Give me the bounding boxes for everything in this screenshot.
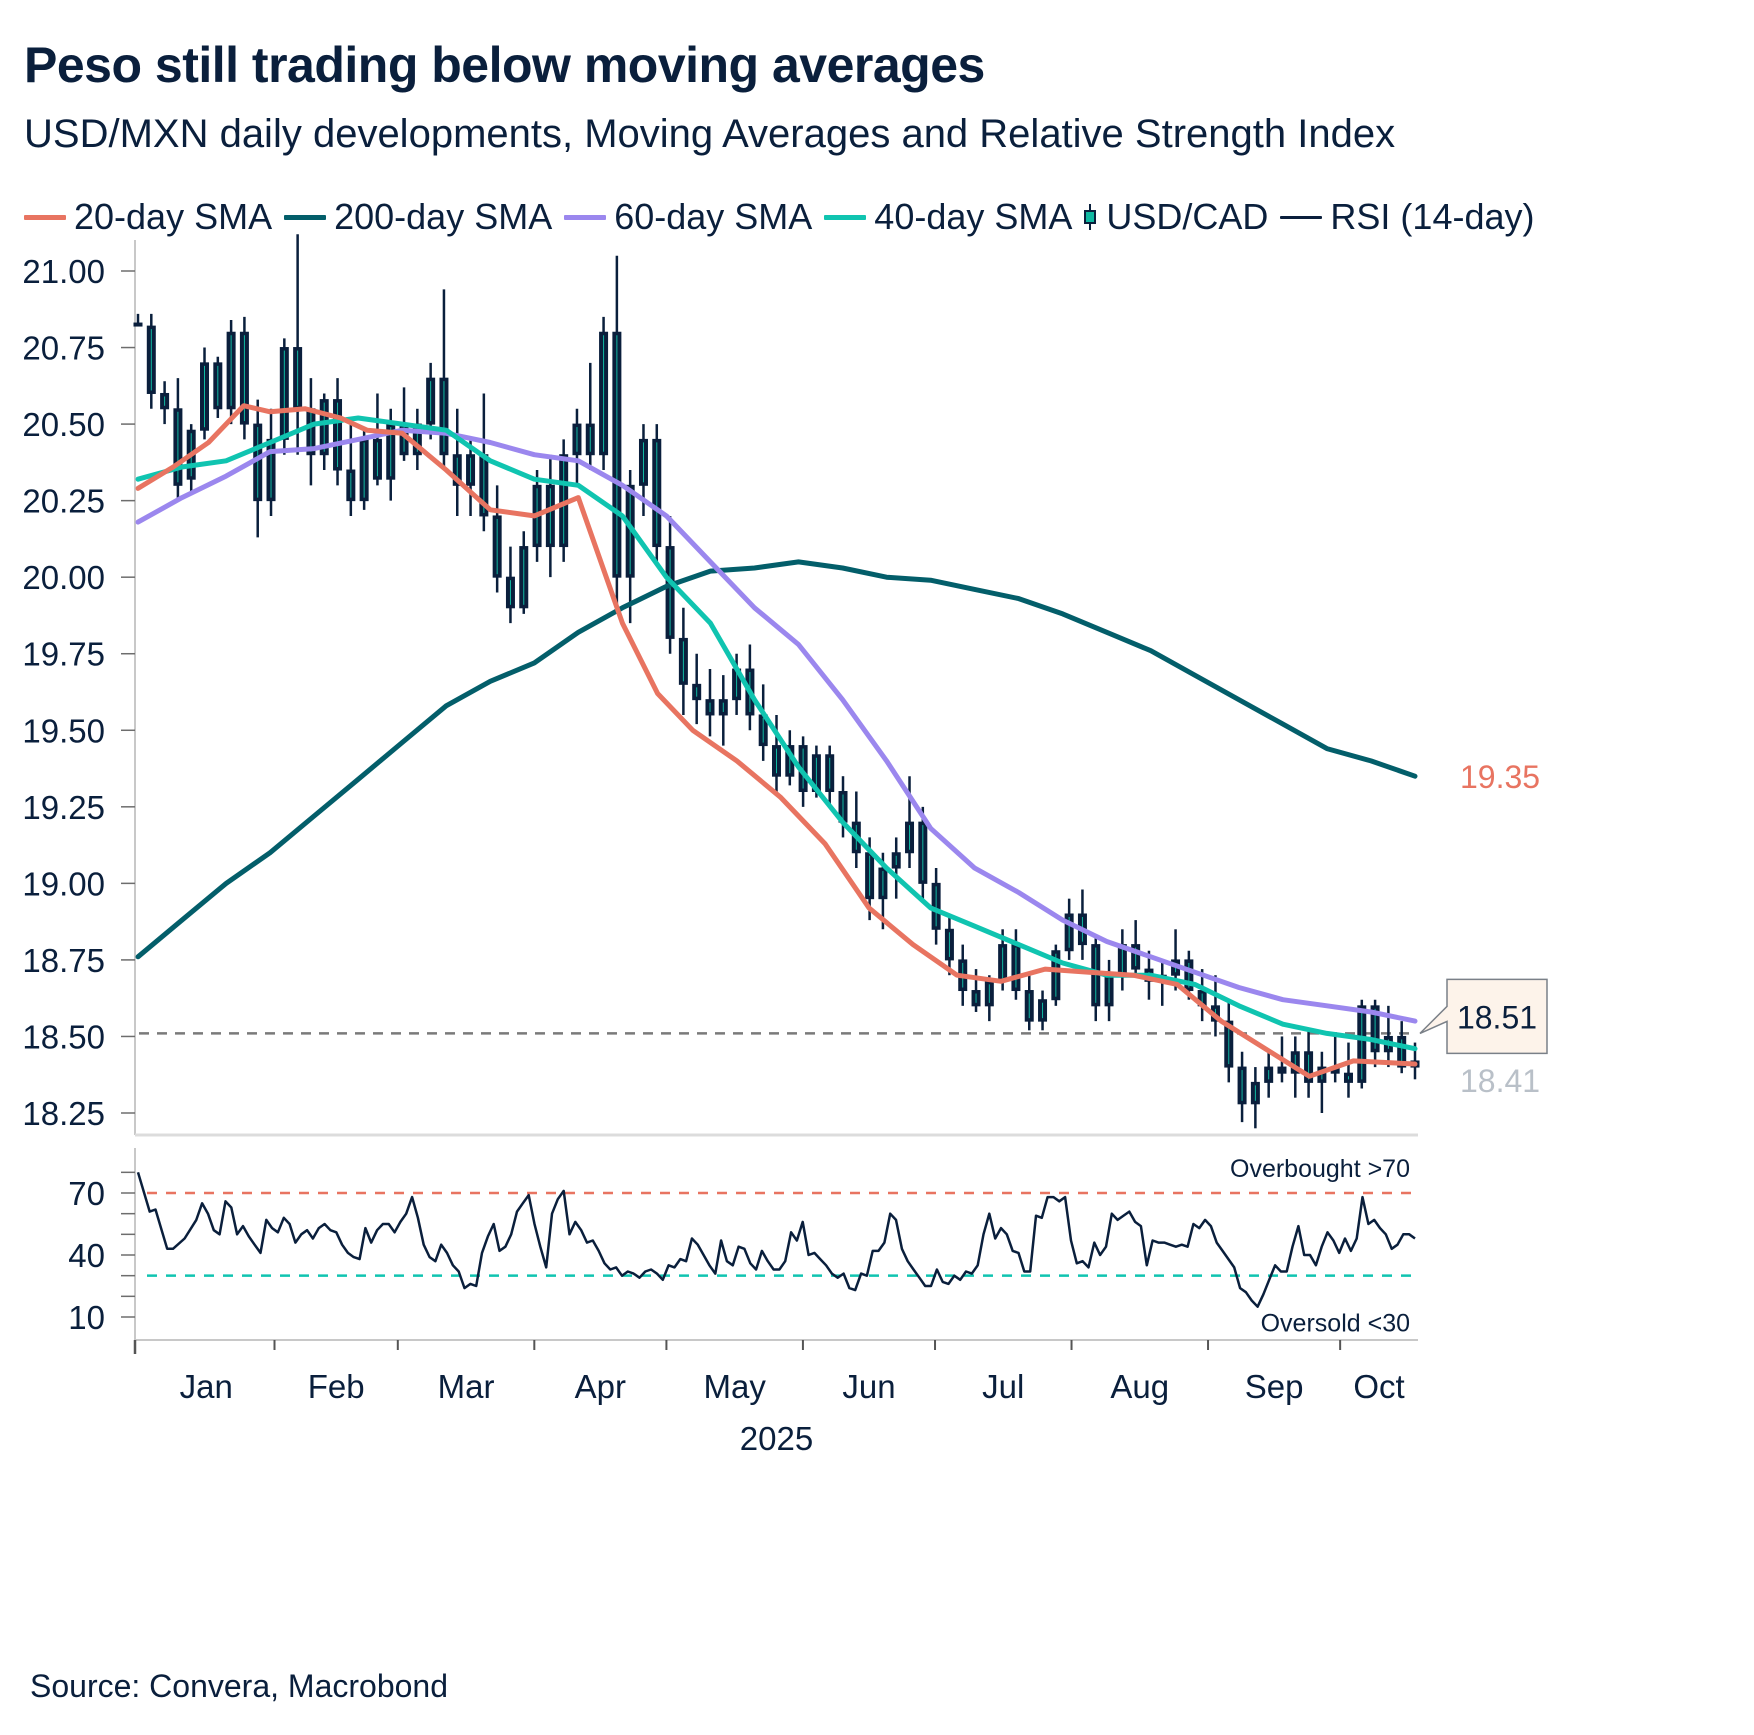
legend-label: 60-day SMA [614, 196, 813, 237]
rsi-y-tick-label: 70 [68, 1175, 105, 1212]
x-tick-label: Jun [842, 1368, 895, 1405]
price-y-tick-label: 18.25 [22, 1095, 105, 1132]
price-panel: 21.00 20.75 20.50 20.25 20.00 19.75 19.50 19.25… [22, 234, 1548, 1137]
rsi-panel: 70 40 10 Overbought >70 Oversold <30 [68, 1148, 1418, 1341]
candlestick-icon [1084, 204, 1097, 230]
rsi-line [136, 1171, 1416, 1308]
x-tick-label: Mar [438, 1368, 495, 1405]
legend-label: USD/CAD [1106, 196, 1269, 237]
price-y-tick-label: 19.50 [22, 712, 105, 749]
legend-swatch-sma20 [24, 214, 66, 220]
price-y-tick-label: 19.75 [22, 636, 105, 673]
legend-swatch-rsi [1280, 215, 1323, 219]
legend-swatch-sma200 [284, 214, 327, 220]
oversold-label: Oversold <30 [1261, 1310, 1410, 1338]
annotation-19-35: 19.35 [1460, 759, 1540, 795]
x-tick-label: Sep [1245, 1368, 1304, 1405]
legend-swatch-sma60 [564, 214, 607, 220]
price-y-tick-label: 20.00 [22, 559, 105, 596]
callout-box [1419, 978, 1548, 1055]
legend-item-sma40: 40-day SMA [824, 196, 1072, 238]
price-y-tick-label: 18.50 [22, 1018, 105, 1055]
series-line-20-day-sma [135, 403, 1418, 1079]
rsi-y-tick-label: 40 [68, 1237, 105, 1274]
legend-label: 40-day SMA [874, 196, 1073, 237]
series-line-40-day-sma [135, 415, 1418, 1052]
candle-body [133, 322, 143, 327]
chart-subtitle: USD/MXN daily developments, Moving Avera… [24, 112, 1396, 156]
source-note: Source: Convera, Macrobond [30, 1668, 448, 1704]
legend: 20-day SMA 200-day SMA 60-day SMA 40-day… [24, 196, 1547, 238]
legend-item-usdcad: USD/CAD [1084, 196, 1268, 238]
price-y-tick-label: 21.00 [22, 253, 105, 290]
legend-swatch-sma40 [824, 214, 867, 220]
rsi-y-tick-label: 10 [68, 1299, 105, 1336]
x-tick-label: Aug [1110, 1368, 1169, 1405]
x-tick-label: Apr [575, 1368, 626, 1405]
price-y-tick-label: 20.25 [22, 483, 105, 520]
legend-item-sma20: 20-day SMA [24, 196, 272, 238]
x-axis: Jan Feb Mar Apr May Jun Jul Aug Sep Oct 2025 [133, 1340, 1405, 1457]
series-line-60-day-sma [135, 427, 1418, 1024]
candle-body [1277, 1066, 1287, 1074]
legend-item-sma60: 60-day SMA [564, 196, 812, 238]
x-tick-label: May [703, 1368, 766, 1405]
chart-title: Peso still trading below moving averages [24, 37, 985, 93]
overbought-label: Overbought >70 [1230, 1155, 1410, 1183]
legend-item-sma200: 200-day SMA [284, 196, 552, 238]
legend-label: RSI (14-day) [1330, 196, 1535, 237]
legend-label: 20-day SMA [74, 196, 273, 237]
x-tick-label: Jan [180, 1368, 233, 1405]
callout-label-18-51: 18.51 [1457, 999, 1537, 1035]
x-axis-title: 2025 [740, 1420, 813, 1457]
price-y-tick-label: 20.50 [22, 406, 105, 443]
legend-item-rsi: RSI (14-day) [1280, 196, 1535, 238]
annotation-18-41: 18.41 [1460, 1063, 1540, 1099]
price-y-tick-label: 18.75 [22, 942, 105, 979]
price-y-tick-label: 19.00 [22, 865, 105, 902]
price-y-tick-label: 20.75 [22, 330, 105, 367]
legend-label: 200-day SMA [334, 196, 553, 237]
price-y-tick-label: 19.25 [22, 789, 105, 826]
x-tick-label: Jul [982, 1368, 1024, 1405]
x-tick-label: Oct [1353, 1368, 1404, 1405]
series-line-200-day-sma [135, 559, 1418, 960]
x-tick-label: Feb [308, 1368, 365, 1405]
